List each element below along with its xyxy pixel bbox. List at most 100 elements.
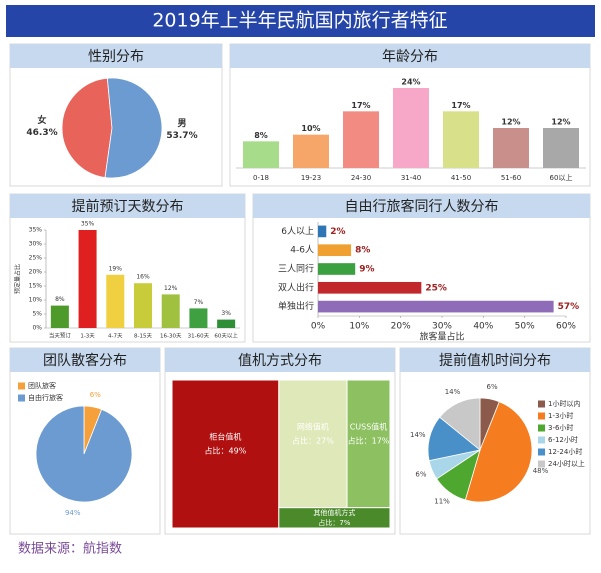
- bar-value-label: 9%: [359, 265, 374, 275]
- legend-swatch: [538, 436, 545, 444]
- bar: [189, 308, 208, 328]
- panel-header: [400, 348, 590, 372]
- bar-value-label: 17%: [351, 101, 370, 110]
- bar-value-label: 16%: [136, 274, 150, 281]
- treemap-cell: [278, 379, 348, 509]
- bar: [318, 225, 327, 238]
- panel: [252, 193, 591, 343]
- chart-title: 自由行旅客同行人数分布: [345, 198, 499, 215]
- panel-header: [10, 194, 245, 218]
- y-tick-label: 20%: [29, 269, 43, 276]
- title-bar: [6, 5, 595, 37]
- x-tick-label: 31-40: [401, 174, 421, 182]
- bar-value-label: 17%: [451, 101, 470, 110]
- chart-title: 性别分布: [88, 49, 144, 65]
- pie-category-label: 女: [38, 114, 47, 126]
- x-tick-label: 24-30: [351, 174, 371, 182]
- x-tick-label: 19-23: [301, 174, 321, 182]
- legend-swatch: [538, 460, 545, 468]
- treemap-cell: [278, 507, 391, 529]
- bar-value-label: 24%: [401, 78, 420, 87]
- pie-value-label: 14%: [410, 431, 426, 439]
- x-tick-label: 41-50: [451, 174, 471, 182]
- chart-title: 提前值机时间分布: [439, 352, 551, 369]
- bar-value-label: 12%: [164, 285, 178, 292]
- y-tick-label: 15%: [29, 283, 43, 290]
- y-tick-label: 单独出行: [278, 300, 314, 312]
- pie-value-label: 46.3%: [26, 128, 57, 138]
- treemap-value-label: 占比：7%: [318, 518, 350, 527]
- bar: [293, 134, 329, 168]
- y-tick-label: 5%: [32, 311, 42, 318]
- y-tick-label: 10%: [29, 297, 43, 304]
- legend-label: 团队旅客: [28, 381, 56, 390]
- treemap-cell: [171, 379, 280, 529]
- chart-title: 值机方式分布: [238, 353, 322, 369]
- bar: [161, 294, 180, 328]
- bar: [106, 274, 125, 328]
- legend-label: 6-12小时: [548, 435, 578, 444]
- pie-slice: [439, 397, 481, 451]
- bar-value-label: 10%: [301, 124, 320, 133]
- legend-label: 1小时以内: [548, 399, 580, 408]
- treemap-value-label: 占比：17%: [348, 435, 390, 445]
- y-tick-label: 25%: [29, 255, 43, 262]
- pie-slice: [104, 77, 163, 179]
- x-tick-label: 31-60天: [188, 333, 210, 340]
- y-tick-label: 35%: [29, 227, 43, 234]
- y-tick-label: 双人出行: [278, 281, 314, 293]
- legend-label: 3-6小时: [548, 423, 573, 432]
- treemap-category-label: 其他值机方式: [313, 508, 355, 517]
- pie-value-label: 6%: [415, 471, 426, 479]
- x-tick-label: 51-60: [501, 174, 521, 182]
- legend-swatch: [538, 412, 545, 420]
- legend-label: 12-24小时: [548, 447, 582, 456]
- bar-value-label: 8%: [254, 131, 268, 140]
- pie-category-label: 男: [177, 118, 186, 129]
- bar-value-label: 8%: [55, 296, 65, 303]
- legend-swatch: [18, 394, 25, 402]
- treemap-value-label: 占比：27%: [292, 435, 334, 445]
- x-tick-label: 16-30天: [160, 333, 182, 340]
- panel-header: [165, 348, 395, 372]
- y-tick-label: 30%: [29, 241, 43, 248]
- x-tick-label: 4-7天: [108, 333, 123, 340]
- bar: [50, 305, 69, 328]
- x-tick-label: 20%: [391, 322, 411, 332]
- x-tick-label: 10%: [349, 322, 369, 332]
- pie-slice: [464, 401, 533, 503]
- bar-value-label: 57%: [558, 302, 580, 312]
- x-tick-label: 30%: [432, 322, 452, 332]
- x-tick-label: 40%: [473, 322, 493, 332]
- page-title: 2019年上半年民航国内旅行者特征: [152, 10, 447, 32]
- pie-value-label: 94%: [65, 509, 81, 517]
- panel-header: [10, 44, 222, 68]
- pie-value-label: 6%: [90, 391, 101, 399]
- bar: [318, 281, 422, 294]
- bar: [133, 283, 153, 328]
- x-tick-label: 当天预订: [49, 332, 72, 340]
- pie-value-label: 48%: [533, 467, 549, 475]
- bar-value-label: 12%: [501, 118, 520, 127]
- bar: [217, 319, 236, 328]
- legend-swatch: [538, 424, 545, 432]
- bar-value-label: 25%: [425, 283, 447, 293]
- bar-value-label: 3%: [221, 310, 231, 317]
- x-axis-label: 旅客量占比: [419, 331, 464, 343]
- y-tick-label: 6人以上: [281, 226, 314, 237]
- bar: [318, 244, 352, 257]
- y-tick-label: 0%: [32, 325, 42, 332]
- x-tick-label: 60天以上: [214, 332, 238, 340]
- pie-slice: [61, 77, 113, 178]
- legend-label: 24小时以上: [548, 459, 585, 468]
- bar: [318, 263, 356, 275]
- panel-header: [230, 44, 590, 68]
- treemap-value-label: 占比：49%: [205, 446, 247, 456]
- bar: [443, 111, 479, 168]
- treemap-category-label: 网络值机: [297, 421, 329, 431]
- legend-swatch: [18, 382, 25, 390]
- treemap-category-label: CUSS值机: [350, 421, 388, 431]
- chart-title: 提前预订天数分布: [72, 198, 184, 215]
- panel-header: [10, 348, 160, 372]
